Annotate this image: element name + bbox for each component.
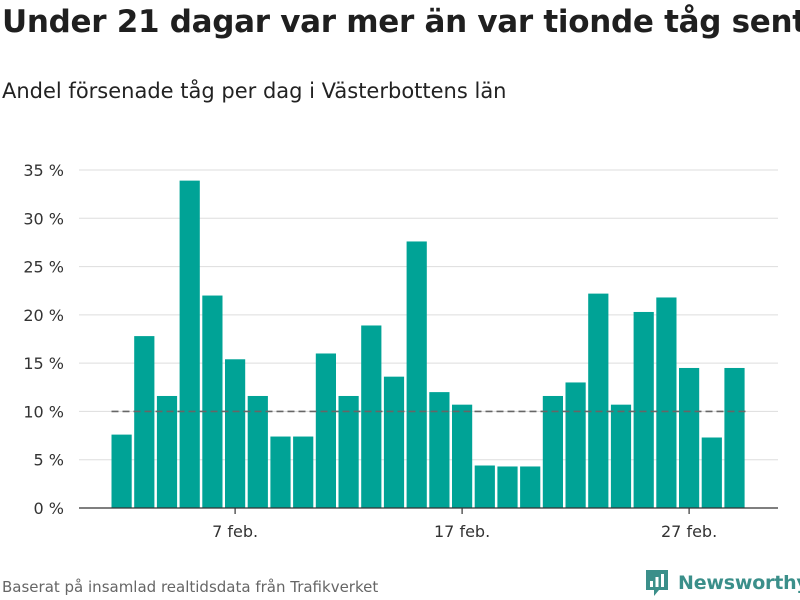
bar — [134, 336, 155, 508]
bar — [701, 437, 722, 508]
y-tick-label: 25 % — [23, 258, 64, 277]
bar — [429, 392, 450, 508]
y-tick-label: 5 % — [34, 451, 64, 470]
bar — [679, 367, 700, 508]
bar — [474, 465, 495, 508]
bar — [315, 353, 336, 508]
x-tick-label: 27 feb. — [661, 522, 717, 541]
bars — [111, 180, 745, 508]
bar — [565, 382, 586, 508]
brand-name: Newsworthy — [678, 572, 800, 594]
bar — [225, 359, 246, 508]
source-note: Baserat på insamlad realtidsdata från Tr… — [2, 578, 379, 596]
chart-subtitle: Andel försenade tåg per dag i Västerbott… — [2, 79, 507, 103]
bar — [724, 367, 745, 508]
bar — [588, 293, 609, 508]
chart-title: Under 21 dagar var mer än var tionde tåg… — [2, 4, 800, 40]
bar — [497, 466, 518, 508]
brand: Newsworthy — [644, 568, 800, 598]
bar — [361, 325, 382, 508]
bar — [247, 395, 268, 508]
axes: 0 % 5 % 10 % 15 % 20 % 25 % 30 % 35 % 7 feb. 17 f… — [23, 161, 778, 541]
bar — [542, 395, 563, 508]
bar — [406, 241, 427, 508]
y-tick-label: 0 % — [34, 499, 64, 518]
bar — [338, 395, 359, 508]
bar-chart: 0 % 5 % 10 % 15 % 20 % 25 % 30 % 35 % 7 feb. 17 f… — [23, 161, 778, 541]
y-tick-label: 15 % — [23, 354, 64, 373]
bar — [202, 295, 223, 508]
y-tick-label: 20 % — [23, 306, 64, 325]
bar — [270, 436, 291, 508]
x-tick-label: 17 feb. — [434, 522, 490, 541]
y-tick-label: 35 % — [23, 161, 64, 180]
bar — [293, 436, 314, 508]
bar — [179, 180, 200, 508]
bar — [520, 466, 541, 508]
bar — [111, 434, 132, 508]
x-tick-label: 7 feb. — [212, 522, 258, 541]
bar — [452, 404, 473, 508]
bar — [633, 311, 654, 508]
newsworthy-logo-icon — [646, 570, 668, 596]
bar — [156, 395, 178, 508]
y-tick-label: 30 % — [23, 209, 64, 228]
bar — [656, 297, 677, 508]
bar — [610, 404, 632, 508]
bar — [383, 376, 405, 508]
y-tick-label: 10 % — [23, 402, 64, 421]
